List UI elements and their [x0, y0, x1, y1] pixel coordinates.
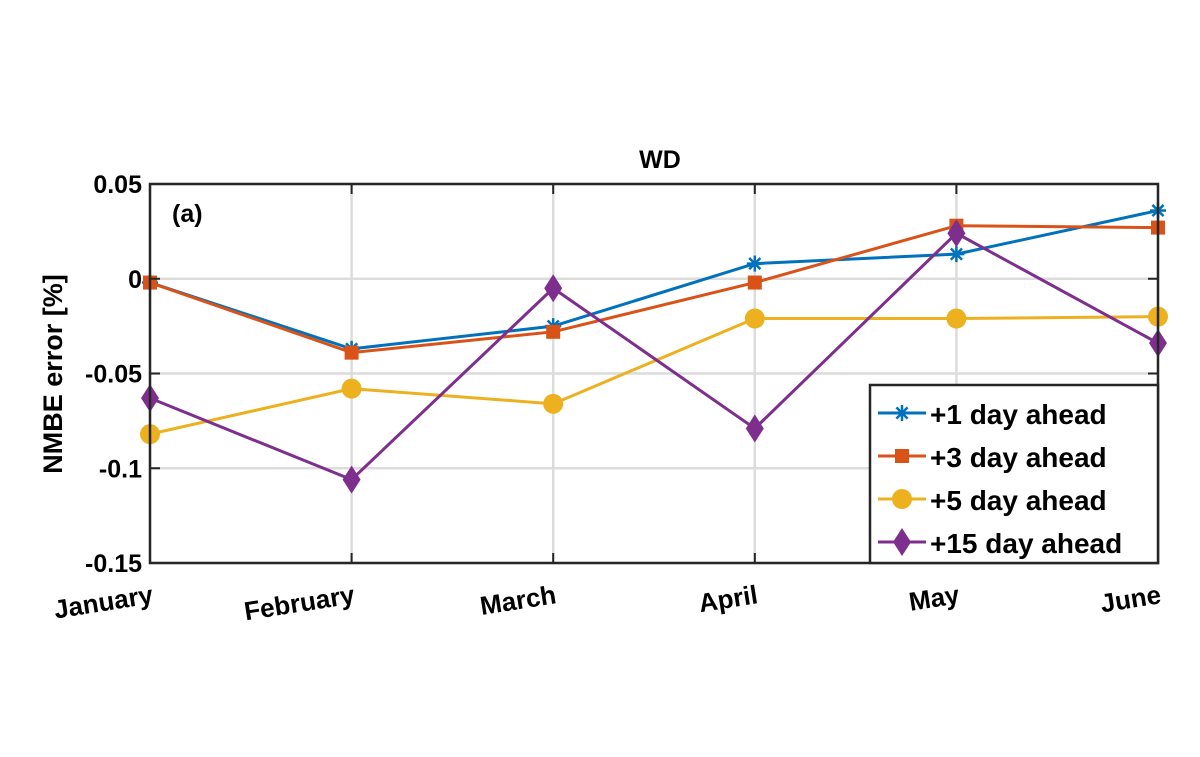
- y-tick-label: 0.05: [93, 171, 142, 199]
- data-point: [747, 275, 762, 290]
- data-point: [748, 257, 762, 271]
- data-point: [544, 274, 563, 303]
- legend-label: +3 day ahead: [930, 442, 1107, 473]
- data-point: [947, 219, 966, 248]
- data-point: [342, 465, 361, 494]
- legend-label: +15 day ahead: [930, 528, 1122, 559]
- legend-marker: [893, 528, 911, 556]
- data-point: [744, 308, 765, 329]
- data-point: [546, 324, 561, 339]
- series-line: [149, 231, 1159, 482]
- series-square: [143, 218, 1165, 360]
- y-tick-label: -0.15: [85, 550, 142, 578]
- y-tick-label: -0.1: [99, 455, 142, 483]
- data-point: [946, 308, 967, 329]
- x-tick-label: May: [907, 579, 962, 617]
- series-circle: [140, 306, 1168, 445]
- data-point: [341, 378, 362, 399]
- x-tick-label: February: [242, 579, 357, 626]
- y-tick-label: -0.05: [85, 361, 142, 389]
- panel-label: (a): [172, 200, 203, 228]
- legend-marker: [895, 449, 909, 463]
- data-point: [745, 414, 764, 443]
- legend-marker: [892, 489, 912, 509]
- legend-label: +5 day ahead: [930, 485, 1107, 516]
- x-tick-label: April: [697, 579, 760, 618]
- legend-label: +1 day ahead: [930, 399, 1107, 430]
- series-line: [149, 224, 1159, 355]
- data-point: [344, 345, 359, 360]
- chart-title: WD: [639, 146, 681, 174]
- series-line: [149, 209, 1159, 351]
- legend: +1 day ahead +3 day ahead +5 day ahead +15 …: [868, 383, 1160, 565]
- legend-entry: +1 day ahead: [878, 399, 1107, 430]
- x-tick-label: March: [478, 579, 558, 621]
- data-point: [543, 393, 564, 414]
- y-axis-label: NMBE error [%]: [38, 274, 68, 474]
- legend-entry: +15 day ahead: [878, 528, 1122, 559]
- legend-marker: [895, 406, 909, 420]
- y-tick-label: 0: [128, 266, 142, 294]
- x-tick-label: June: [1098, 579, 1163, 618]
- series-diamond: [141, 219, 1167, 494]
- series-line: [149, 315, 1159, 436]
- legend-box: [868, 383, 1160, 565]
- data-point: [949, 247, 963, 261]
- legend-entry: +3 day ahead: [878, 442, 1107, 473]
- legend-entry: +5 day ahead: [878, 485, 1107, 516]
- x-tick-label: January: [52, 579, 156, 624]
